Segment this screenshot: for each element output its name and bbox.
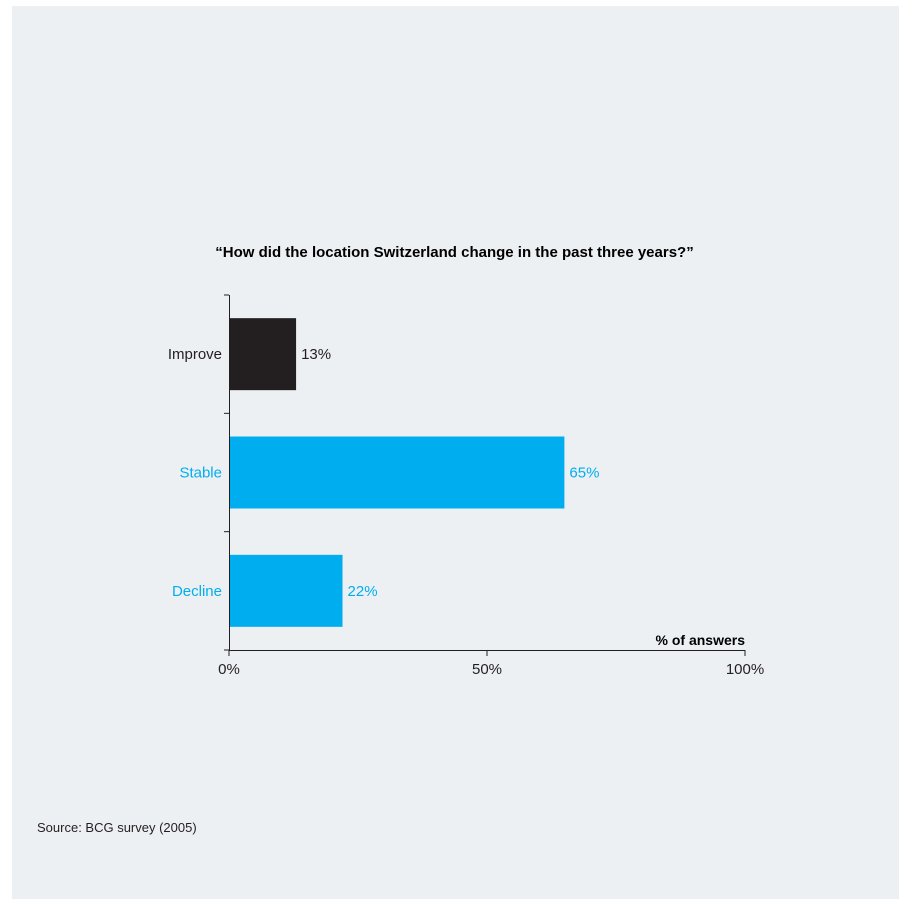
x-axis-title: % of answers (656, 632, 746, 648)
chart-title: “How did the location Switzerland change… (215, 244, 694, 261)
value-label-improve: 13% (301, 346, 331, 363)
x-tick-label: 100% (726, 661, 764, 678)
bar-stable (230, 436, 565, 509)
category-label-decline: Decline (172, 583, 222, 600)
value-label-decline: 22% (348, 583, 378, 600)
source-note: Source: BCG survey (2005) (37, 820, 197, 835)
category-label-stable: Stable (179, 465, 222, 482)
value-label-stable: 65% (569, 465, 599, 482)
x-tick-label: 0% (218, 661, 240, 678)
x-tick-label: 50% (472, 661, 502, 678)
category-label-improve: Improve (168, 346, 222, 363)
bar-improve (230, 318, 297, 391)
bar-decline (230, 554, 343, 627)
